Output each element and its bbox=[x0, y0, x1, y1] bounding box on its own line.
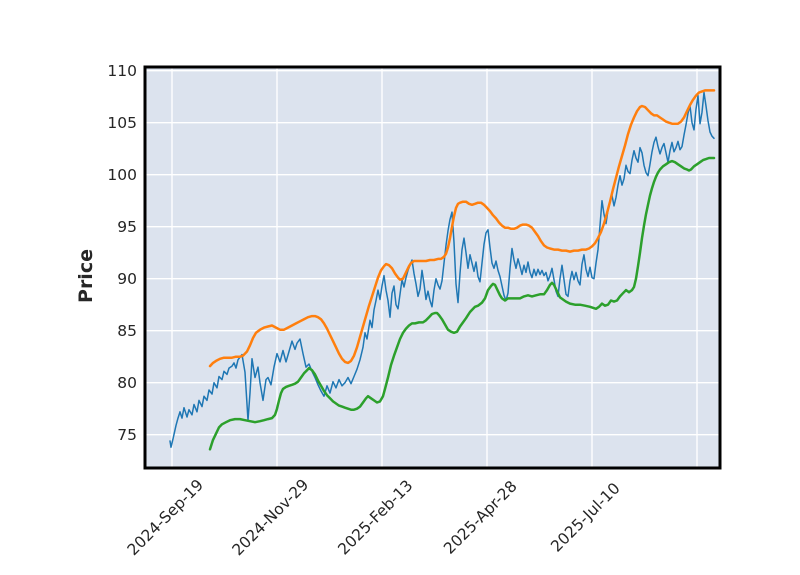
x-tick-label: 2024-Sep-19 bbox=[124, 476, 207, 559]
x-tick-label: 2025-Jul-10 bbox=[547, 479, 623, 555]
x-tick-label: 2025-Feb-13 bbox=[335, 477, 417, 559]
y-tick-label: 110 bbox=[107, 62, 137, 80]
y-tick-label: 80 bbox=[117, 374, 137, 392]
x-tick-label: 2025-Apr-28 bbox=[440, 477, 520, 557]
plot-frame bbox=[143, 65, 722, 470]
y-tick-label: 105 bbox=[107, 114, 137, 132]
y-tick-label: 100 bbox=[107, 166, 137, 184]
lower-band-line bbox=[208, 156, 716, 451]
price-line bbox=[169, 91, 715, 448]
y-axis-tick-labels: 110 105 100 95 90 85 80 75 bbox=[107, 62, 137, 444]
gridlines bbox=[145, 67, 720, 468]
y-tick-label: 85 bbox=[117, 322, 137, 340]
series-lines bbox=[169, 89, 716, 451]
plot-area bbox=[145, 67, 720, 468]
y-tick-label: 90 bbox=[117, 270, 137, 288]
y-tick-label: 95 bbox=[117, 218, 137, 236]
y-tick-label: 75 bbox=[117, 426, 137, 444]
y-axis-label: Price bbox=[75, 249, 97, 303]
upper-band-line bbox=[208, 89, 716, 368]
x-tick-label: 2024-Nov-29 bbox=[229, 476, 313, 560]
x-axis-tick-labels: 2024-Sep-19 2024-Nov-29 2025-Feb-13 2025-Ap… bbox=[124, 476, 624, 560]
